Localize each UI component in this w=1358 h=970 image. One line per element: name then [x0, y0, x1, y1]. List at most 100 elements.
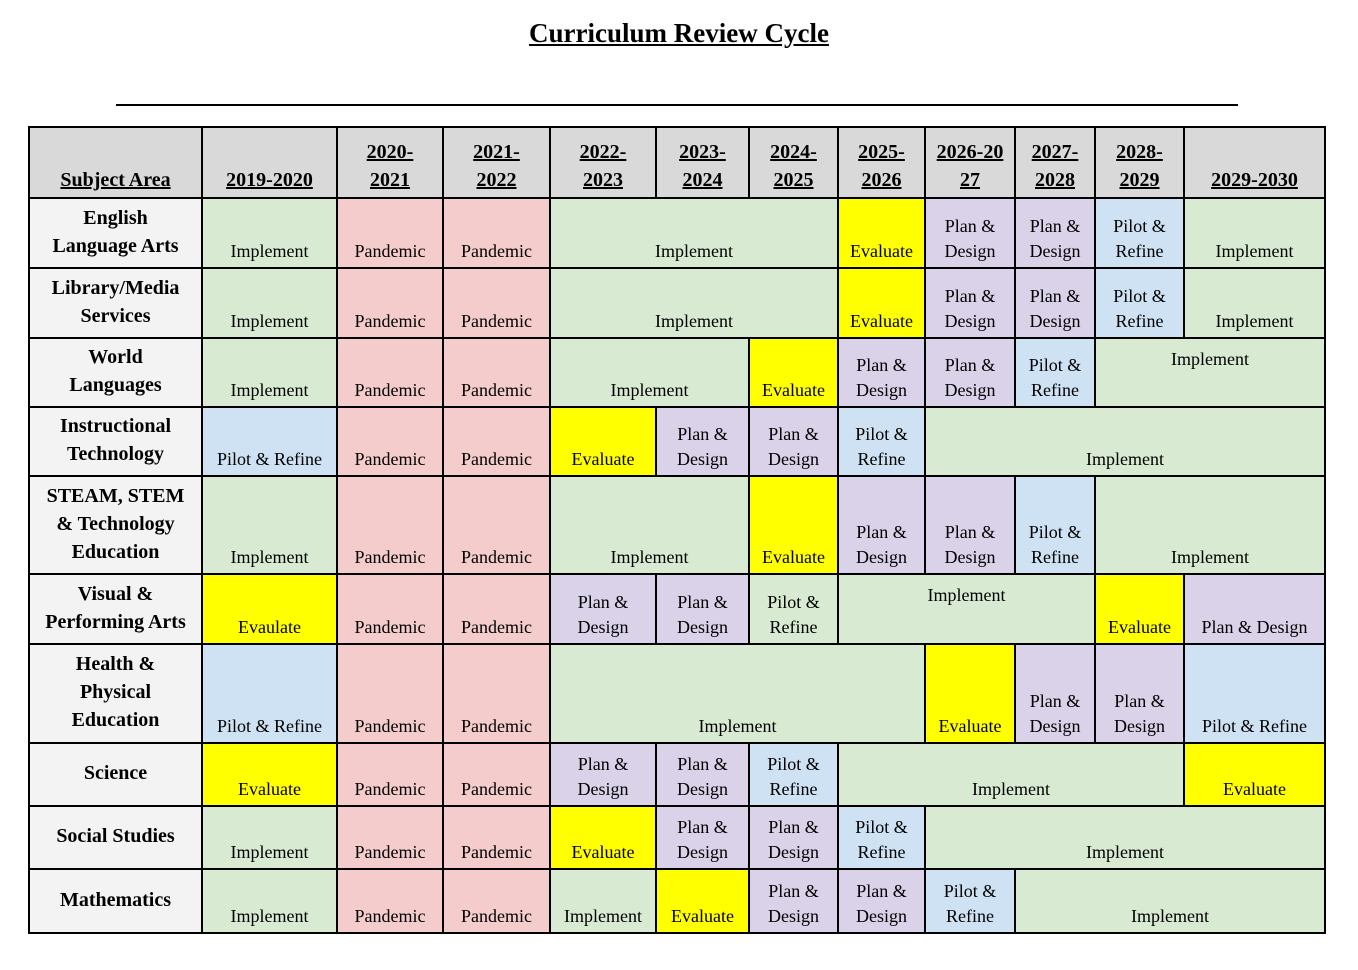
phase-cell: Pandemic: [442, 267, 551, 339]
header-subject-area: Subject Area: [28, 126, 203, 199]
phase-cell: Pilot & Refine: [1094, 267, 1185, 339]
phase-cell: Pilot & Refine: [748, 742, 839, 807]
phase-cell: Implement: [201, 197, 338, 269]
phase-cell: Evaluate: [837, 197, 926, 269]
table-row: Social Studies Implement Pandemic Pandemic E…: [28, 805, 1326, 870]
phase-cell: Implement: [201, 337, 338, 408]
header-year: 2029-2030: [1183, 126, 1326, 199]
phase-cell: Plan & Design: [924, 337, 1016, 408]
curriculum-table: Subject Area 2019-2020 2020- 2021 2021- 2022 2…: [28, 126, 1326, 934]
phase-cell: Pilot & Refine: [1014, 337, 1096, 408]
phase-cell: Pandemic: [442, 643, 551, 744]
phase-cell: Implement: [549, 337, 750, 408]
subject-area-cell: Instructional Technology: [28, 406, 203, 477]
phase-cell: Pandemic: [442, 475, 551, 575]
phase-cell: Plan & Design: [655, 805, 750, 870]
phase-cell: Evaluate: [837, 267, 926, 339]
phase-cell: Pandemic: [442, 197, 551, 269]
phase-cell: Evaulate: [201, 573, 338, 645]
phase-cell: Plan & Design: [655, 742, 750, 807]
phase-cell: Plan & Design: [748, 406, 839, 477]
phase-cell: Pandemic: [336, 337, 444, 408]
phase-cell: Plan & Design: [924, 475, 1016, 575]
phase-cell: Implement: [1183, 267, 1326, 339]
table-body: Subject Area 2019-2020 2020- 2021 2021- 2022 2…: [28, 126, 1326, 934]
phase-cell: Plan & Design: [549, 742, 657, 807]
phase-cell: Implement: [924, 406, 1326, 477]
table-row: Instructional Technology Pilot & Refine Pan…: [28, 406, 1326, 477]
phase-cell: Pilot & Refine: [837, 406, 926, 477]
phase-cell: Plan & Design: [837, 868, 926, 934]
phase-cell: Plan & Design: [1014, 643, 1096, 744]
header-year: 2020- 2021: [336, 126, 444, 199]
phase-cell: Plan & Design: [1094, 643, 1185, 744]
phase-cell: Implement: [549, 197, 839, 269]
phase-cell: Evaluate: [549, 406, 657, 477]
phase-cell: Pilot & Refine: [748, 573, 839, 645]
phase-cell: Plan & Design: [924, 267, 1016, 339]
phase-cell: Pilot & Refine: [201, 643, 338, 744]
header-year: 2026-20 27: [924, 126, 1016, 199]
phase-cell: Implement: [201, 805, 338, 870]
phase-cell: Implement: [549, 475, 750, 575]
table-row: Library/Media Services Implement Pandemic Pa…: [28, 267, 1326, 339]
phase-cell: Implement: [1094, 337, 1326, 408]
subject-area-cell: Science: [28, 742, 203, 807]
phase-cell: Evaluate: [748, 475, 839, 575]
subject-area-cell: STEAM, STEM & Technology Education: [28, 475, 203, 575]
phase-cell: Implement: [837, 573, 1096, 645]
table-row: Science Evaluate Pandemic Pandemic Plan & Des…: [28, 742, 1326, 807]
phase-cell: Plan & Design: [748, 805, 839, 870]
header-year: 2021- 2022: [442, 126, 551, 199]
title-underline-rule: [116, 104, 1238, 106]
phase-cell: Pandemic: [442, 337, 551, 408]
header-year: 2028- 2029: [1094, 126, 1185, 199]
subject-area-cell: Library/Media Services: [28, 267, 203, 339]
phase-cell: Implement: [924, 805, 1326, 870]
subject-area-cell: World Languages: [28, 337, 203, 408]
phase-cell: Plan & Design: [655, 573, 750, 645]
subject-area-cell: Visual & Performing Arts: [28, 573, 203, 645]
header-row: Subject Area 2019-2020 2020- 2021 2021- 2022 2…: [28, 126, 1326, 199]
page-title: Curriculum Review Cycle: [529, 18, 829, 48]
phase-cell: Pandemic: [336, 475, 444, 575]
subject-area-cell: Health & Physical Education: [28, 643, 203, 744]
phase-cell: Pandemic: [336, 267, 444, 339]
phase-cell: Pandemic: [336, 742, 444, 807]
table-row: Mathematics Implement Pandemic Pandemic Impl…: [28, 868, 1326, 934]
phase-cell: Pilot & Refine: [924, 868, 1016, 934]
phase-cell: Evaluate: [201, 742, 338, 807]
header-year: 2019-2020: [201, 126, 338, 199]
phase-cell: Implement: [549, 868, 657, 934]
phase-cell: Evaluate: [1183, 742, 1326, 807]
phase-cell: Plan & Design: [1014, 267, 1096, 339]
phase-cell: Pilot & Refine: [1094, 197, 1185, 269]
phase-cell: Pandemic: [336, 868, 444, 934]
phase-cell: Plan & Design: [1183, 573, 1326, 645]
phase-cell: Pandemic: [442, 805, 551, 870]
table-row: English Language Arts Implement Pandemic Pan…: [28, 197, 1326, 269]
phase-cell: Pandemic: [442, 406, 551, 477]
phase-cell: Plan & Design: [924, 197, 1016, 269]
phase-cell: Plan & Design: [837, 337, 926, 408]
phase-cell: Pandemic: [442, 573, 551, 645]
phase-cell: Pandemic: [336, 643, 444, 744]
phase-cell: Implement: [549, 643, 926, 744]
phase-cell: Implement: [1183, 197, 1326, 269]
phase-cell: Evaluate: [748, 337, 839, 408]
phase-cell: Pandemic: [336, 197, 444, 269]
phase-cell: Implement: [837, 742, 1185, 807]
phase-cell: Pandemic: [336, 573, 444, 645]
header-year: 2022- 2023: [549, 126, 657, 199]
subject-area-cell: English Language Arts: [28, 197, 203, 269]
phase-cell: Implement: [1094, 475, 1326, 575]
phase-cell: Implement: [549, 267, 839, 339]
header-year: 2024- 2025: [748, 126, 839, 199]
phase-cell: Pandemic: [442, 742, 551, 807]
phase-cell: Plan & Design: [837, 475, 926, 575]
phase-cell: Plan & Design: [655, 406, 750, 477]
header-year: 2023- 2024: [655, 126, 750, 199]
phase-cell: Pilot & Refine: [1014, 475, 1096, 575]
phase-cell: Plan & Design: [1014, 197, 1096, 269]
phase-cell: Implement: [201, 868, 338, 934]
